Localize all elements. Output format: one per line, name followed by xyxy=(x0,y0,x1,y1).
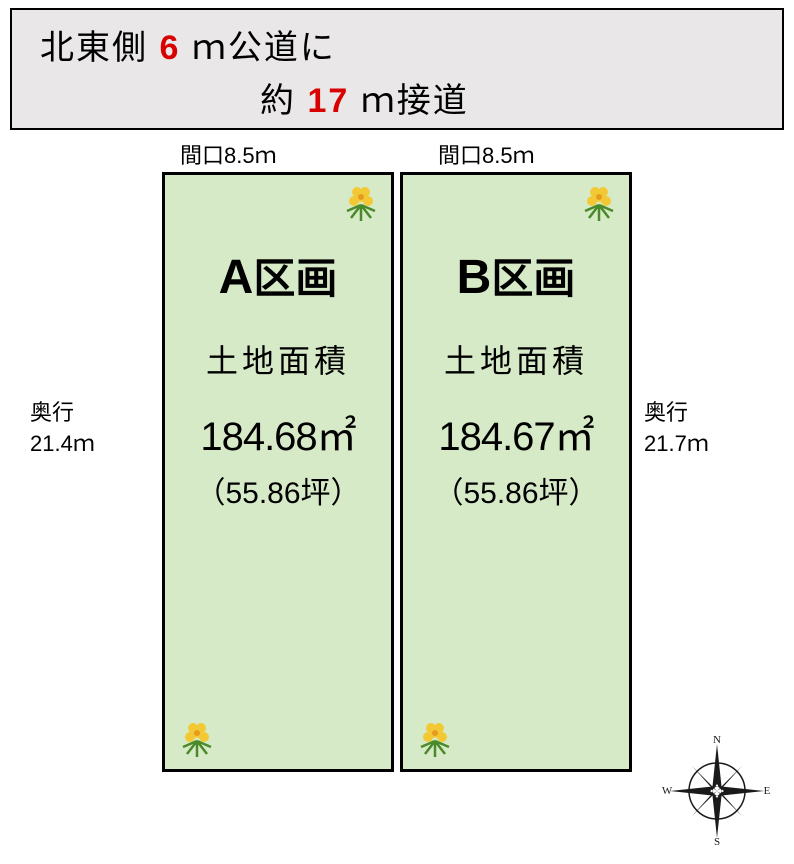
flower-icon xyxy=(415,719,455,759)
road-line-1: 北東側 6 ｍ公道に xyxy=(40,20,764,69)
plot-b-area-num: 184.67 xyxy=(438,415,554,459)
plot-b-letter: B xyxy=(457,251,492,304)
plot-b-area-unit: ㎡ xyxy=(555,415,594,459)
plot-a-suffix: 区画 xyxy=(253,255,337,302)
road-line2-num: 17 xyxy=(307,82,349,120)
plot-a-tsubo: （55.86坪） xyxy=(165,468,391,512)
plot-b-suffix: 区画 xyxy=(491,255,575,302)
frontage-a: 間口8.5ｍ xyxy=(180,138,277,170)
frontage-b: 間口8.5ｍ xyxy=(438,138,535,170)
flower-icon xyxy=(177,719,217,759)
plot-b-area: 184.67㎡ xyxy=(403,404,629,462)
depth-b-label: 奥行 xyxy=(644,400,688,425)
road-line1-post: ｍ公道に xyxy=(192,29,336,67)
depth-b: 奥行 21.7ｍ xyxy=(644,398,709,460)
road-line2-pre: 約 xyxy=(260,82,296,120)
plot-a-area-unit: ㎡ xyxy=(317,415,356,459)
depth-b-val: 21.7ｍ xyxy=(644,431,709,456)
plot-b-name: B区画 xyxy=(403,245,629,306)
plot-b-land-label: 土地面積 xyxy=(403,336,629,382)
plot-a-area-num: 184.68 xyxy=(200,415,316,459)
compass-w: W xyxy=(662,785,673,797)
compass-n: N xyxy=(713,736,721,746)
flower-icon xyxy=(579,183,619,223)
compass-s: S xyxy=(714,836,720,846)
road-line1-pre: 北東側 xyxy=(40,29,148,67)
plot-container: A区画 土地面積 184.68㎡ （55.86坪） B区画 土地面積 184.6… xyxy=(162,172,632,772)
road-banner: 北東側 6 ｍ公道に 約 17 ｍ接道 xyxy=(10,8,784,130)
plot-b-tsubo: （55.86坪） xyxy=(403,468,629,512)
road-line1-num: 6 xyxy=(159,29,180,67)
plot-a-area: 184.68㎡ xyxy=(165,404,391,462)
flower-icon xyxy=(341,183,381,223)
road-line-2: 約 17 ｍ接道 xyxy=(260,73,764,122)
depth-a-val: 21.4ｍ xyxy=(30,431,95,456)
compass-e: E xyxy=(764,785,771,797)
plot-a-land-label: 土地面積 xyxy=(165,336,391,382)
compass-icon: N E S W xyxy=(662,736,772,846)
depth-a: 奥行 21.4ｍ xyxy=(30,398,95,460)
plot-a-name: A区画 xyxy=(165,245,391,306)
plot-a-letter: A xyxy=(219,251,254,304)
depth-a-label: 奥行 xyxy=(30,400,74,425)
road-line2-post: ｍ接道 xyxy=(361,82,469,120)
plot-b: B区画 土地面積 184.67㎡ （55.86坪） xyxy=(400,172,632,772)
plot-a: A区画 土地面積 184.68㎡ （55.86坪） xyxy=(162,172,394,772)
